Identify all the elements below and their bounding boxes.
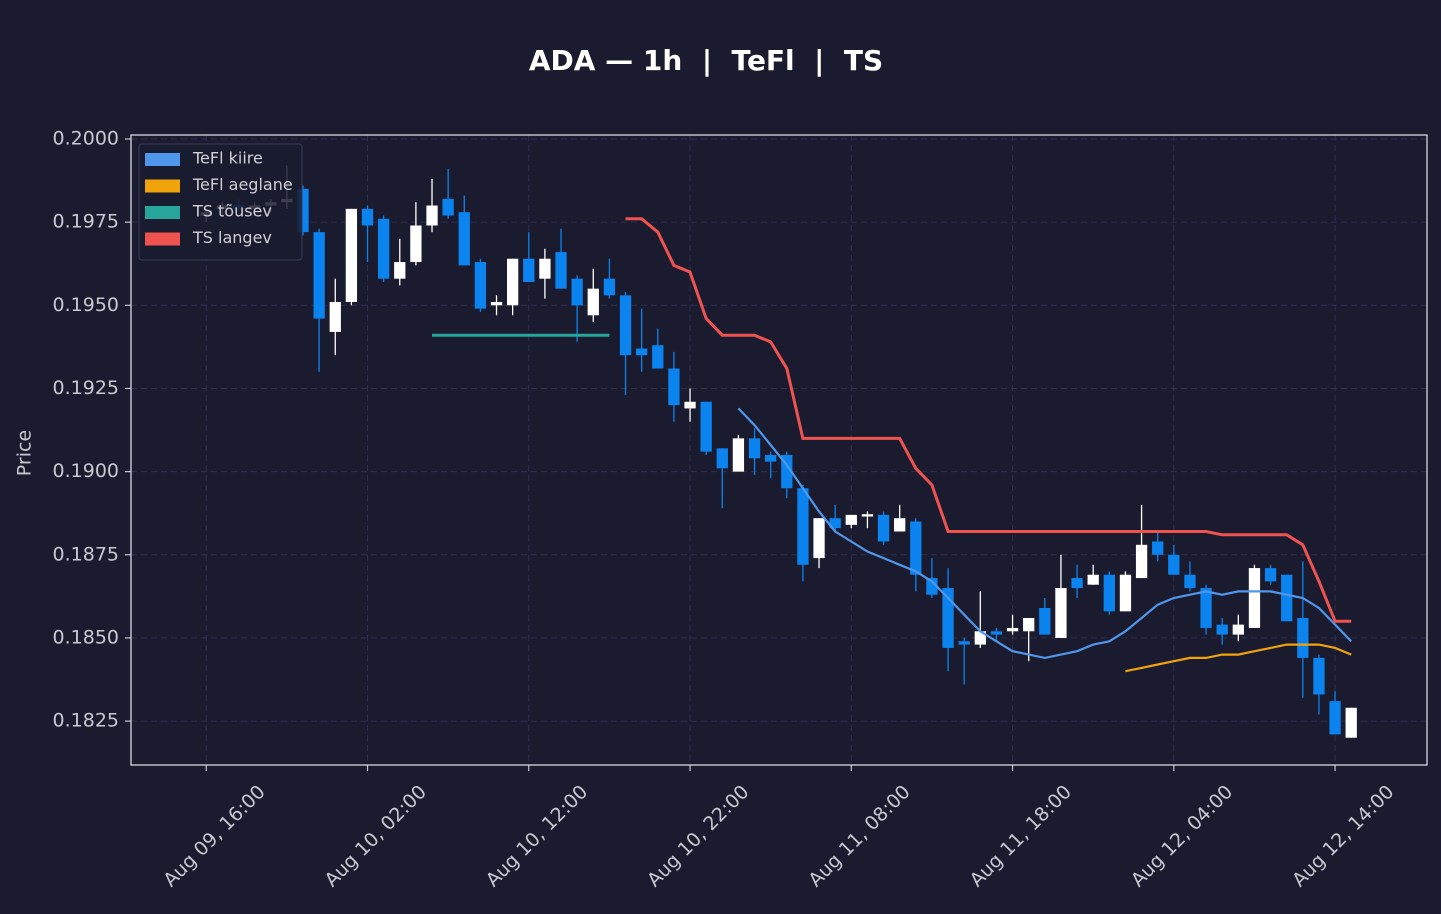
candle-body (797, 488, 809, 565)
candle-body (958, 641, 970, 645)
candle-body (668, 368, 680, 406)
legend-box (138, 143, 303, 261)
legend-label: TeFl kiire (192, 149, 263, 168)
candle-body (845, 514, 857, 525)
candle-body (587, 288, 599, 316)
indicator-line (625, 217, 1352, 623)
chart-title: ADA — 1h | TeFl | TS (529, 44, 883, 77)
candle-body (877, 514, 890, 542)
y-tick-label: 0.1900 (53, 460, 119, 482)
candle-body (765, 454, 777, 462)
plot-frame (130, 134, 1428, 766)
candle-body (1297, 617, 1309, 658)
candle-body (619, 295, 632, 356)
candle-body (555, 252, 567, 289)
candle-body (410, 225, 422, 263)
candle-body (603, 278, 616, 296)
candle-body (523, 258, 535, 283)
y-tick-label: 0.1925 (53, 377, 119, 399)
candle-body (1103, 574, 1115, 612)
y-tick-label: 0.1825 (53, 710, 119, 732)
candle-body (345, 208, 358, 302)
legend-label: TS langev (192, 228, 272, 247)
candle-body (829, 518, 841, 529)
candle-body (942, 588, 954, 648)
candle-body (1200, 588, 1212, 628)
candle-body (1039, 607, 1051, 635)
candle-body (394, 262, 406, 279)
candle-body (1152, 541, 1164, 555)
legend-label: TeFl aeglane (192, 175, 293, 194)
candle-body (732, 438, 745, 472)
candle-body (490, 301, 503, 306)
candle-body (1119, 574, 1132, 612)
y-tick-label: 0.1850 (53, 626, 119, 648)
indicator-line (1125, 643, 1352, 673)
candle-body (1006, 627, 1019, 632)
candle-body (813, 518, 825, 559)
candle-body (700, 401, 712, 452)
candle-body (1264, 568, 1277, 582)
candle-body (507, 258, 519, 306)
legend-swatch (145, 153, 180, 166)
candle-body (781, 454, 793, 489)
candle-body (1023, 617, 1035, 632)
candle-body (377, 218, 390, 279)
candle-body (458, 212, 470, 266)
candle-body (1248, 568, 1261, 628)
candle-body (571, 278, 583, 306)
candle-body (1055, 588, 1067, 638)
candle-body (1216, 624, 1228, 635)
candle-body (361, 208, 374, 226)
candle-body (1168, 554, 1180, 575)
legend-label: TS tõusev (192, 202, 272, 221)
candle-body (426, 205, 438, 226)
legend-swatch (145, 232, 180, 246)
candle-body (926, 578, 938, 595)
candle-body (1345, 707, 1357, 738)
y-tick-label: 0.1950 (53, 294, 119, 316)
candle-body (313, 232, 325, 319)
candle-body (652, 345, 664, 369)
y-axis-label: Price (14, 430, 36, 476)
candle-body (1281, 574, 1293, 622)
y-tick-label: 0.2000 (53, 127, 119, 149)
y-tick-label: 0.1875 (53, 543, 119, 565)
y-tick-label: 0.1975 (53, 211, 119, 233)
candle-body (894, 518, 906, 532)
candle-body (539, 258, 551, 279)
candle-body (329, 301, 341, 332)
candle-body (684, 401, 696, 409)
indicator-line (737, 407, 1352, 660)
candle-body (1232, 624, 1244, 635)
candle-body (910, 521, 922, 575)
candle-body (1071, 578, 1083, 589)
legend: TeFl kiire TeFl aeglane TS tõusev TS langev (138, 143, 303, 261)
candle-body (1329, 701, 1341, 735)
candle-body (990, 631, 1003, 635)
candle-body (1184, 574, 1196, 589)
legend-swatch (145, 206, 180, 219)
candle-body (861, 514, 874, 517)
candle-body (474, 262, 487, 309)
candle-body (716, 448, 728, 469)
candle-body (748, 438, 761, 459)
candle-body (974, 631, 986, 645)
candle-body (297, 188, 309, 233)
candle-body (1313, 657, 1325, 695)
candle-body (636, 348, 648, 356)
legend-swatch (145, 179, 180, 193)
candle-body (1087, 574, 1099, 585)
candle-body (1135, 544, 1148, 579)
candle-body (442, 198, 454, 216)
